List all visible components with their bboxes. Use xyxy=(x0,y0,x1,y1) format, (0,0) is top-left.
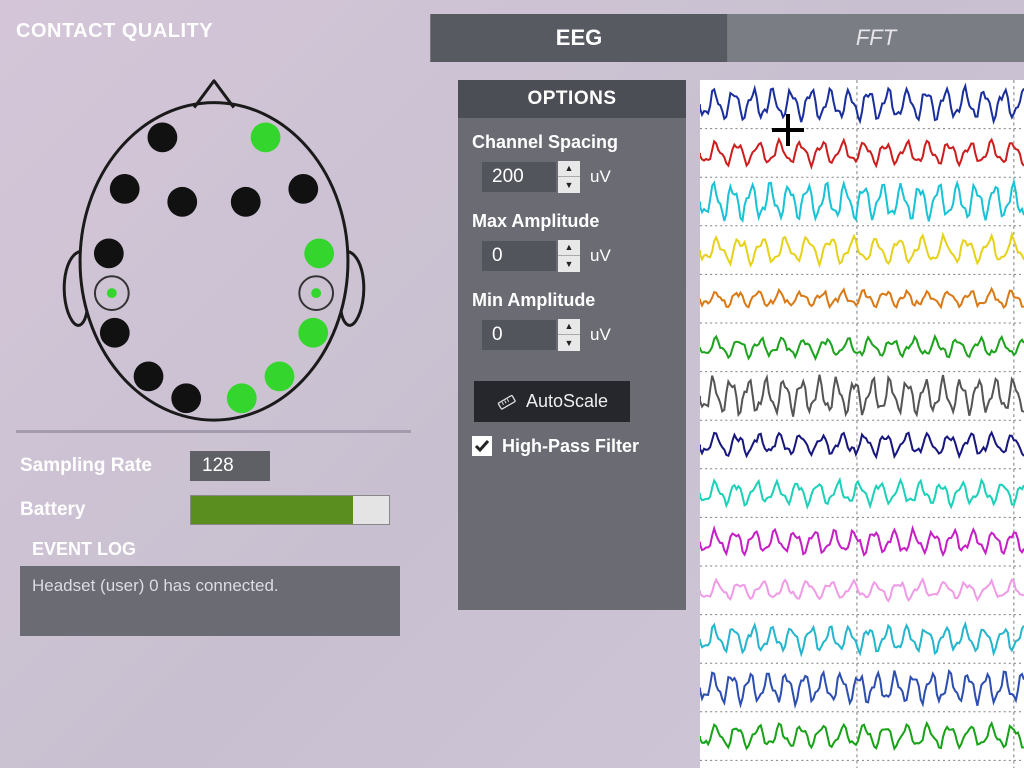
channel-spacing-spinner[interactable]: ▲ ▼ xyxy=(558,161,580,193)
channel-spacing-input[interactable] xyxy=(482,162,556,192)
battery-bar xyxy=(190,495,390,525)
autoscale-button[interactable]: AutoScale xyxy=(474,381,630,422)
channel-spacing-label: Channel Spacing xyxy=(472,132,672,153)
chevron-up-icon[interactable]: ▲ xyxy=(558,319,580,336)
content-row: OPTIONS Channel Spacing ▲ ▼ uV Max Ampli… xyxy=(430,80,1024,768)
chevron-up-icon[interactable]: ▲ xyxy=(558,161,580,178)
options-header: OPTIONS xyxy=(458,80,686,118)
battery-label: Battery xyxy=(20,499,190,521)
chevron-down-icon[interactable]: ▼ xyxy=(558,177,580,193)
min-amplitude-label: Min Amplitude xyxy=(472,290,672,311)
sampling-rate-label: Sampling Rate xyxy=(20,455,190,477)
sampling-rate-value: 128 xyxy=(190,451,270,481)
battery-fill xyxy=(191,496,353,524)
options-panel: OPTIONS Channel Spacing ▲ ▼ uV Max Ampli… xyxy=(458,80,686,610)
autoscale-label: AutoScale xyxy=(526,391,608,412)
head-svg xyxy=(16,53,411,430)
ruler-icon xyxy=(496,391,516,411)
high-pass-filter-checkbox[interactable] xyxy=(472,436,492,456)
max-amplitude-label: Max Amplitude xyxy=(472,211,672,232)
head-map xyxy=(16,53,411,433)
checkmark-icon xyxy=(474,438,490,454)
max-amplitude-spinner[interactable]: ▲ ▼ xyxy=(558,240,580,272)
tab-fft[interactable]: FFT xyxy=(727,14,1024,62)
unit-label: uV xyxy=(590,325,611,345)
tab-bar: EEG FFT xyxy=(430,14,1024,62)
contact-quality-title: CONTACT QUALITY xyxy=(16,20,414,43)
right-column: EEG FFT OPTIONS Channel Spacing ▲ ▼ uV M… xyxy=(430,0,1024,768)
min-amplitude-spinner[interactable]: ▲ ▼ xyxy=(558,319,580,351)
unit-label: uV xyxy=(590,167,611,187)
stats-panel: Sampling Rate 128 Battery EVENT LOG Head… xyxy=(16,433,414,646)
waveform-area[interactable] xyxy=(700,80,1024,768)
left-column: CONTACT QUALITY Sampling Rate 128 Batter… xyxy=(0,0,430,768)
chevron-down-icon[interactable]: ▼ xyxy=(558,335,580,351)
max-amplitude-input[interactable] xyxy=(482,241,556,271)
event-log-box: Headset (user) 0 has connected. xyxy=(20,566,400,636)
min-amplitude-input[interactable] xyxy=(482,320,556,350)
chevron-up-icon[interactable]: ▲ xyxy=(558,240,580,257)
event-log-title: EVENT LOG xyxy=(32,539,414,560)
waveform-svg xyxy=(700,80,1024,768)
tab-eeg[interactable]: EEG xyxy=(430,14,727,62)
unit-label: uV xyxy=(590,246,611,266)
chevron-down-icon[interactable]: ▼ xyxy=(558,256,580,272)
high-pass-filter-label: High-Pass Filter xyxy=(502,436,639,457)
